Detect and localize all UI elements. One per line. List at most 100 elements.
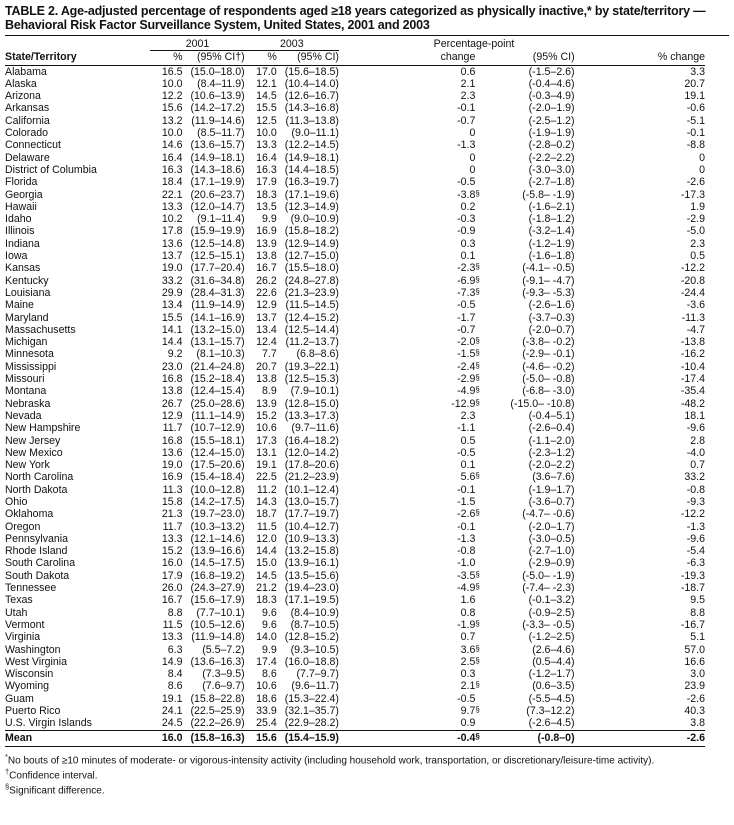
- pct-2001: 13.6: [161, 237, 183, 250]
- significance-mark: §: [475, 373, 480, 383]
- change-value: -2.9: [457, 373, 476, 386]
- ci-2003: (13.3–17.3): [284, 409, 339, 422]
- ci-2003: (9.0–11.1): [291, 127, 339, 140]
- state-name: New Hampshire: [5, 422, 81, 435]
- header-2003: 2003: [244, 36, 339, 52]
- pct-2003: 13.7: [256, 311, 277, 324]
- change-value: -1.1: [457, 422, 476, 435]
- ci-2001: (7.6–9.7): [202, 680, 245, 693]
- change-value: -2.6: [457, 508, 476, 521]
- ci-change: (-2.7–1.0): [528, 545, 575, 558]
- table-row: Kentucky 33.2 (31.6–34.8) 26.2 (24.8–27.8) -6…: [5, 275, 705, 287]
- table-row: New Mexico 13.6 (12.4–15.0) 13.1 (12.0–14.2)…: [5, 447, 705, 459]
- significance-mark: §: [475, 569, 480, 579]
- pct-2003: 21.2: [256, 582, 277, 595]
- table-row: North Dakota 11.3 (10.0–12.8) 11.2 (10.1–12.…: [5, 484, 705, 496]
- pct-2003: 17.3: [256, 434, 277, 447]
- pct-2003: 22.6: [256, 286, 277, 299]
- ci-change: (-2.0–0.7): [528, 323, 575, 336]
- change-value: 0.9: [460, 717, 476, 730]
- change-value: -0.4: [457, 731, 476, 744]
- change: -3.5§: [339, 570, 484, 582]
- ci-2003: (15.3–22.4): [284, 692, 339, 705]
- pct-2001: 16.8: [161, 434, 183, 447]
- pct-2001: 13.2: [161, 114, 183, 127]
- ci-2001: (8.4–11.9): [197, 77, 245, 90]
- significance-mark: §: [475, 385, 480, 395]
- state-name: Utah: [5, 606, 28, 619]
- pct-change: -9.6: [686, 422, 705, 435]
- ci-2003: (12.6–16.7): [284, 90, 339, 103]
- ci-2001: (14.5–17.5): [190, 557, 245, 570]
- state-name: Louisiana: [5, 286, 51, 299]
- state-name: Vermont: [5, 618, 45, 631]
- state-name: District of Columbia: [5, 163, 97, 176]
- ci-2001: (11.9–14.9): [191, 299, 245, 312]
- pct-change: 0.5: [690, 250, 705, 263]
- ci-change: (-2.0–1.7): [528, 520, 575, 533]
- pct-2001: 12.9: [161, 409, 183, 422]
- change-value: 5.6: [460, 471, 476, 484]
- significance-mark: §: [475, 286, 480, 296]
- pct-change: -17.3: [680, 188, 705, 201]
- ci-2003: (22.9–28.2): [284, 717, 339, 730]
- ci-change: (-7.4– -2.3): [522, 582, 575, 595]
- pct-2003: 16.7: [256, 262, 277, 275]
- pct-change: -5.0: [686, 225, 705, 238]
- state-name: Florida: [5, 176, 38, 189]
- state-name: Arkansas: [5, 102, 50, 115]
- pct-2003: 12.1: [256, 77, 277, 90]
- ci-change: (-1.1–2.0): [528, 434, 575, 447]
- pct-change: -12.2: [680, 508, 705, 521]
- table-row: New Hampshire 11.7 (10.7–12.9) 10.6 (9.7–11.…: [5, 422, 705, 434]
- significance-mark: §: [475, 643, 480, 653]
- pct-2001: 13.3: [161, 631, 183, 644]
- change-value: -4.9: [457, 582, 476, 595]
- ci-2001: (15.5–18.1): [190, 434, 245, 447]
- state-name: Massachusetts: [5, 323, 76, 336]
- pct-2003: 13.9: [256, 397, 277, 410]
- change: -0.3: [339, 213, 484, 225]
- change: -0.1: [339, 102, 484, 114]
- ci-2001: (9.1–11.4): [197, 213, 245, 226]
- state-name: South Dakota: [5, 569, 70, 582]
- pct-change: -3.6: [686, 299, 705, 312]
- header-2001: 2001: [150, 36, 245, 52]
- significance-mark: §: [475, 731, 480, 741]
- ci-2001: (12.5–15.1): [190, 250, 245, 263]
- change: 5.6§: [339, 471, 484, 483]
- change: 3.6§: [339, 644, 484, 656]
- pct-2001: 11.3: [162, 483, 183, 496]
- change-value: -12.9: [451, 397, 476, 410]
- change-value: -2.3: [457, 262, 476, 275]
- state-name: Pennsylvania: [5, 532, 69, 545]
- change-value: -7.3: [457, 286, 476, 299]
- change: 0.3: [339, 238, 484, 250]
- ci-2001: (13.6–16.3): [190, 655, 245, 668]
- state-name: Rhode Island: [5, 545, 68, 558]
- change-value: 0.6: [460, 65, 476, 78]
- ci-change: (-5.0– -1.9): [522, 569, 575, 582]
- ci-2003: (17.1–19.5): [284, 594, 339, 607]
- ci-2001: (20.6–23.7): [190, 188, 245, 201]
- state-name: Alabama: [5, 65, 47, 78]
- change: -7.3§: [339, 287, 484, 299]
- pct-2003: 13.9: [256, 237, 277, 250]
- pct-change: -9.3: [686, 495, 705, 508]
- pct-2003: 20.7: [256, 360, 277, 373]
- pct-change: 33.2: [684, 471, 705, 484]
- table-row: Puerto Rico 24.1 (22.5–25.9) 33.9 (32.1–35.7…: [5, 705, 705, 717]
- pct-change: -16.2: [680, 348, 705, 361]
- change: -2.6§: [339, 508, 484, 520]
- ci-2001: (15.2–18.4): [190, 373, 245, 386]
- change: 0.2: [339, 201, 484, 213]
- ci-change: (-3.3– -0.5): [522, 618, 575, 631]
- pct-change: 2.8: [690, 434, 705, 447]
- pct-change: -12.2: [680, 262, 705, 275]
- ci-2003: (15.4–15.9): [276, 729, 339, 747]
- ci-change: (-9.1– -4.7): [522, 274, 575, 287]
- table-title: TABLE 2. Age-adjusted percentage of resp…: [5, 4, 706, 32]
- ci-change: (-3.0–0.5): [528, 532, 575, 545]
- ci-change: (-6.8– -3.0): [522, 385, 575, 398]
- change-value: -3.5: [457, 569, 476, 582]
